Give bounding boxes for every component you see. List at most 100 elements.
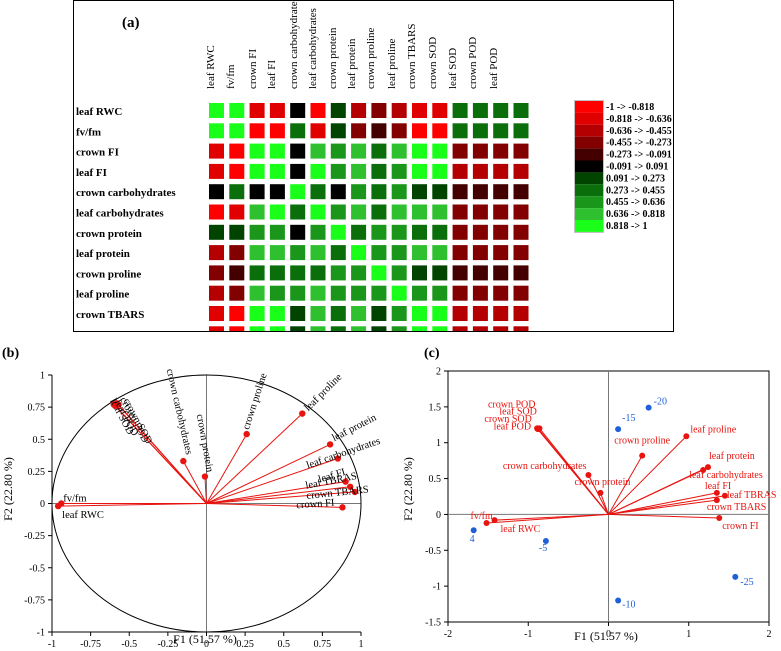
legend-swatch <box>575 208 603 220</box>
x-tick-label: -0.5 <box>121 639 137 650</box>
loading-point <box>597 489 604 496</box>
variable-label: leaf carbohydrates <box>305 436 382 472</box>
heatmap-cell <box>513 163 529 179</box>
heatmap-cell <box>269 224 285 240</box>
heatmap-cell <box>249 245 265 261</box>
legend-swatch <box>575 196 603 209</box>
heatmap-cell <box>290 285 306 301</box>
column-label: leaf protein <box>346 38 358 89</box>
heatmap-cell <box>513 103 529 118</box>
heatmap-cell <box>269 326 285 342</box>
loading-point <box>243 430 250 438</box>
variable-label: leaf protein <box>709 451 755 462</box>
x-tick-label: -0.75 <box>80 639 101 650</box>
column-label: leaf POD <box>488 48 500 89</box>
heatmap-cell <box>412 143 427 159</box>
heatmap-cell <box>310 245 326 261</box>
biplot-chart: (c) F1 (51.57 %) F2 (22.80 %) -2 -1 0 1 2-1.… <box>401 346 776 643</box>
loading-point <box>346 483 354 490</box>
legend-label: 0.091 -> 0.273 <box>606 173 665 184</box>
loading-point <box>585 471 592 478</box>
variable-label: fv/fm <box>63 494 86 505</box>
loading-point <box>339 504 346 511</box>
legend-swatch <box>575 112 603 125</box>
x-tick-label: 2 <box>767 629 772 640</box>
column-label: crown TBARS <box>406 24 418 90</box>
heatmap-cell <box>249 204 265 220</box>
variable-label: leaf carbohydrates <box>689 470 763 481</box>
legend-label: -1 -> -0.818 <box>606 102 654 113</box>
column-label: crown FI <box>247 49 259 89</box>
y-tick-label: 0 <box>436 510 441 521</box>
heatmap-cell <box>209 143 224 159</box>
heatmap-cell <box>209 123 224 139</box>
heatmap-cell <box>472 285 488 301</box>
loading-point <box>491 517 498 524</box>
heatmap-cell <box>513 123 529 139</box>
heatmap-cell <box>351 326 367 342</box>
variable-label: crown protein <box>575 477 631 488</box>
heatmap-cell <box>330 306 346 321</box>
heatmap-cell <box>249 265 265 281</box>
loading-vector <box>608 469 704 515</box>
heatmap-cell <box>249 143 265 159</box>
heatmap-cell <box>452 285 468 301</box>
heatmap-cell <box>310 326 326 342</box>
row-label: leaf TBRAS <box>76 329 132 331</box>
heatmap-cell <box>310 123 326 139</box>
variable-label: leaf RWC <box>501 524 541 535</box>
loading-vector <box>182 460 207 504</box>
heatmap-cell <box>229 265 245 281</box>
heatmap-cell <box>330 184 346 200</box>
y-tick-label: -0.5 <box>29 563 45 574</box>
heatmap-cell <box>229 103 245 118</box>
loading-vector <box>206 481 346 504</box>
x-tick-label: 0.5 <box>278 639 291 650</box>
heatmap-cell <box>351 245 367 261</box>
heatmap-cell <box>513 326 529 342</box>
x-tick-label: 0.25 <box>236 639 254 650</box>
heatmap-cell <box>351 103 367 118</box>
heatmap-cell <box>452 265 468 281</box>
heatmap-cell <box>452 103 468 118</box>
heatmap-cell <box>513 306 529 321</box>
loading-vector <box>206 503 343 508</box>
heatmap-cell <box>432 265 448 281</box>
heatmap-cell <box>290 306 306 321</box>
heatmap-cell <box>493 103 509 118</box>
heatmap-cell <box>432 326 448 342</box>
legend-label: -0.273 -> -0.091 <box>606 150 672 161</box>
column-label: crown proline <box>365 27 377 89</box>
y-tick-label: 1 <box>436 438 441 449</box>
panel-label-b: (b) <box>2 346 19 361</box>
heatmap-cell <box>513 265 529 281</box>
legend-swatch <box>575 172 603 185</box>
loading-point <box>639 452 646 459</box>
x-tick-label: -1 <box>524 629 532 640</box>
panel-label-c: (c) <box>424 346 440 361</box>
loading-vector <box>206 486 351 504</box>
variable-label: crown proline <box>241 372 270 431</box>
heatmap-cell <box>330 143 346 159</box>
loading-point <box>342 478 349 485</box>
heatmap-cell <box>290 143 306 159</box>
loading-point <box>713 497 720 504</box>
heatmap-cell <box>432 103 448 118</box>
x-tick-label: -2 <box>444 629 452 640</box>
heatmap-cell <box>472 224 488 240</box>
column-label: crown POD <box>467 37 479 89</box>
loading-point <box>112 402 119 410</box>
heatmap-cell <box>229 184 245 200</box>
heatmap-cell <box>371 123 387 139</box>
heatmap-cell <box>330 224 346 240</box>
heatmap-cell <box>472 123 488 139</box>
heatmap-cell <box>412 163 427 179</box>
row-label: leaf proline <box>76 289 129 301</box>
loading-vector <box>608 499 717 515</box>
heatmap-cell <box>493 265 509 281</box>
loading-vector <box>608 455 643 515</box>
y-tick-label: -1 <box>37 628 45 639</box>
heatmap-cell <box>330 265 346 281</box>
legend-label: 0.455 -> 0.636 <box>606 197 665 208</box>
heatmap-cell <box>371 224 387 240</box>
